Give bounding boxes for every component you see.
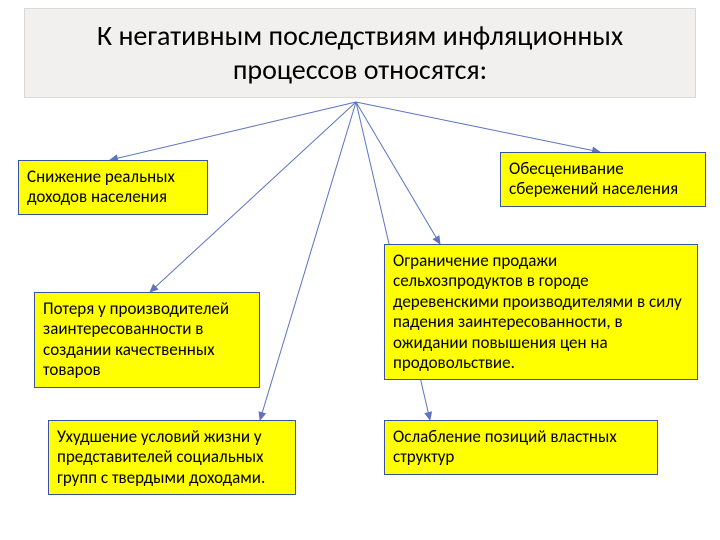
node-n6: Ослабление позиций властных структур [384,420,658,475]
title-text: К негативным последствиям инфляционных п… [35,19,685,86]
node-n4: Ограничение продажи сельхозпродуктов в г… [384,244,698,380]
node-n2: Обесценивание сбережений населения [500,152,706,207]
node-text: Обесценивание сбережений населения [509,158,678,199]
node-text: Ослабление позиций властных структур [393,426,617,467]
node-n3: Потеря у производителей заинтересованнос… [34,292,260,388]
diagram-title: К негативным последствиям инфляционных п… [24,8,696,98]
node-n5: Ухудшение условий жизни у представителей… [48,420,296,495]
node-text: Ограничение продажи сельхозпродуктов в г… [393,250,682,373]
node-text: Снижение реальных доходов населения [27,166,175,207]
node-n1: Снижение реальных доходов населения [18,160,208,215]
node-text: Потеря у производителей заинтересованнос… [43,298,229,380]
node-text: Ухудшение условий жизни у представителей… [57,426,265,488]
